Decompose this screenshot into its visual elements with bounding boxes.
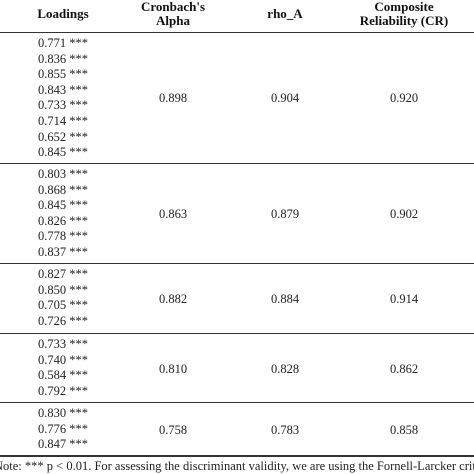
loading-value: 0.778 *** [38, 229, 88, 244]
loading-value: 0.845 *** [38, 198, 88, 213]
loading-value: 0.855 *** [38, 67, 88, 82]
alpha-value: 0.898 [158, 91, 188, 105]
rho-value: 0.783 [270, 423, 300, 437]
loading-value: 0.726 *** [38, 313, 88, 328]
loading-value: 0.584 *** [38, 368, 88, 383]
loading-value: 0.803 *** [38, 167, 88, 181]
row-divider [0, 263, 474, 264]
table-row: 0.827 *** 0.850 *** 0.705 *** 0.726 *** … [0, 267, 474, 329]
cr-value: 0.914 [389, 292, 419, 306]
cr-value: 0.902 [389, 207, 419, 221]
loading-value: 0.740 *** [38, 352, 88, 367]
rho-value: 0.879 [270, 207, 300, 221]
loading-value: 0.827 *** [38, 267, 88, 281]
loadings-cell: 0.803 *** 0.868 *** 0.845 *** 0.826 *** … [38, 167, 88, 261]
loading-value: 0.843 *** [38, 82, 88, 97]
header-composite-reliability: Composite Reliability (CR) [359, 0, 449, 28]
alpha-value: 0.863 [158, 207, 188, 221]
loading-value: 0.705 *** [38, 298, 88, 313]
table-bottom-rule [0, 455, 474, 457]
header-cronbach-alpha: Cronbach's Alpha [140, 0, 206, 28]
cr-value: 0.920 [389, 91, 419, 105]
table-row: 0.830 *** 0.776 *** 0.847 *** 0.758 0.78… [0, 406, 474, 453]
table-note: Note: *** p < 0.01. For assessing the di… [0, 459, 474, 473]
table-row: 0.803 *** 0.868 *** 0.845 *** 0.826 *** … [0, 167, 474, 261]
header-rule [0, 32, 474, 33]
cr-value: 0.858 [389, 423, 419, 437]
loading-value: 0.733 *** [38, 337, 88, 351]
loading-value: 0.714 *** [38, 113, 88, 128]
row-divider [0, 333, 474, 334]
alpha-value: 0.882 [158, 292, 188, 306]
rho-value: 0.884 [270, 292, 300, 306]
cr-value: 0.862 [389, 362, 419, 376]
table-row: 0.771 *** 0.836 *** 0.855 *** 0.843 *** … [0, 36, 474, 160]
loading-value: 0.826 *** [38, 213, 88, 228]
loadings-cell: 0.771 *** 0.836 *** 0.855 *** 0.843 *** … [38, 36, 88, 161]
header-rho-a: rho_A [267, 6, 303, 21]
table-header: Loadings Cronbach's Alpha rho_A Composit… [0, 0, 474, 30]
alpha-value: 0.758 [158, 423, 188, 437]
loading-value: 0.868 *** [38, 182, 88, 197]
loading-value: 0.792 *** [38, 383, 88, 398]
loading-value: 0.845 *** [38, 145, 88, 160]
loadings-cell: 0.827 *** 0.850 *** 0.705 *** 0.726 *** [38, 267, 88, 329]
loading-value: 0.776 *** [38, 421, 88, 436]
table-row: 0.733 *** 0.740 *** 0.584 *** 0.792 *** … [0, 337, 474, 399]
loading-value: 0.836 *** [38, 51, 88, 66]
loadings-cell: 0.830 *** 0.776 *** 0.847 *** [38, 406, 88, 453]
loading-value: 0.830 *** [38, 406, 88, 420]
header-loadings: Loadings [37, 6, 89, 21]
rho-value: 0.904 [270, 91, 300, 105]
loading-value: 0.733 *** [38, 98, 88, 113]
alpha-value: 0.810 [158, 362, 188, 376]
row-divider [0, 402, 474, 403]
loading-value: 0.652 *** [38, 129, 88, 144]
rho-value: 0.828 [270, 362, 300, 376]
loading-value: 0.771 *** [38, 36, 88, 50]
loading-value: 0.850 *** [38, 282, 88, 297]
loading-value: 0.837 *** [38, 244, 88, 259]
loadings-cell: 0.733 *** 0.740 *** 0.584 *** 0.792 *** [38, 337, 88, 399]
row-divider [0, 163, 474, 164]
loading-value: 0.847 *** [38, 437, 88, 452]
